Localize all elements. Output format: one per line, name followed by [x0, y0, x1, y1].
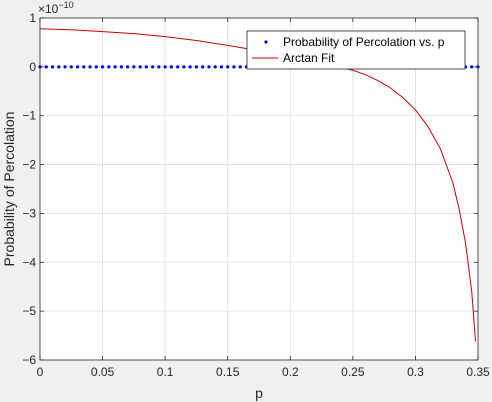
- series-line-arctan-fit: [39, 28, 476, 342]
- data-point: [100, 65, 105, 69]
- data-point: [144, 65, 148, 69]
- x-tick-label: 0.3: [407, 365, 424, 379]
- y-tick-label: −1: [22, 109, 36, 123]
- y-tick-label: −3: [22, 206, 36, 220]
- data-point: [182, 65, 186, 69]
- data-point: [113, 65, 117, 69]
- data-point: [57, 65, 61, 69]
- data-point: [470, 65, 474, 69]
- data-point: [188, 65, 192, 69]
- x-tick-label: 0.1: [157, 365, 174, 379]
- legend-box: [246, 30, 466, 70]
- data-point: [207, 65, 211, 69]
- x-axis-label: p: [255, 385, 263, 401]
- legend-label-arctan: Arctan Fit: [283, 51, 335, 65]
- legend: Probability of Percolation vs. p Arctan …: [246, 30, 466, 70]
- data-point: [151, 65, 155, 69]
- data-point: [82, 65, 86, 69]
- data-point: [163, 65, 167, 69]
- data-point: [88, 65, 92, 69]
- data-point: [119, 65, 123, 69]
- legend-marker-probability: [264, 40, 268, 44]
- data-point: [75, 65, 80, 69]
- data-point: [219, 65, 224, 69]
- data-point: [69, 65, 73, 69]
- y-tick-label: 1: [29, 11, 36, 25]
- plot-area: [40, 18, 478, 360]
- y-tick-label: 0: [29, 60, 36, 74]
- x-tick-label: 0.35: [466, 365, 490, 379]
- data-point: [213, 65, 217, 69]
- data-point: [201, 65, 205, 69]
- y-tick-label: −2: [22, 158, 36, 172]
- data-point: [94, 65, 98, 69]
- x-tick-label: 0.25: [341, 365, 365, 379]
- data-point: [226, 65, 230, 69]
- data-point: [238, 65, 242, 69]
- y-tick-label: −5: [22, 304, 36, 318]
- data-point: [169, 65, 173, 69]
- data-point: [157, 65, 161, 69]
- data-point: [50, 65, 55, 69]
- tick-labels: 0 0.05 0.1 0.15 0.2 0.25 0.3 0.35 1 0 −1 −2 −3 −4 −5 −6: [22, 11, 490, 379]
- y-axis-label: Probability of Percolation: [1, 112, 17, 267]
- x-tick-label: 0.15: [216, 365, 240, 379]
- axes-box: [39, 17, 479, 361]
- y-tick-label: −4: [22, 255, 36, 269]
- data-point: [132, 65, 136, 69]
- data-point: [107, 65, 111, 69]
- data-point: [138, 65, 142, 69]
- y-exponent-label: ×10−10: [38, 0, 74, 16]
- x-tick-label: 0.2: [282, 365, 299, 379]
- x-tick-label: 0.05: [91, 365, 115, 379]
- data-point: [44, 65, 48, 69]
- data-point: [126, 65, 130, 69]
- data-point: [232, 65, 236, 69]
- legend-label-probability: Probability of Percolation vs. p: [283, 35, 445, 49]
- data-point: [176, 65, 180, 69]
- tick-marks: [39, 17, 479, 361]
- data-point: [194, 65, 199, 69]
- data-point: [63, 65, 67, 69]
- x-tick-label: 0: [37, 365, 44, 379]
- y-tick-label: −6: [22, 353, 36, 367]
